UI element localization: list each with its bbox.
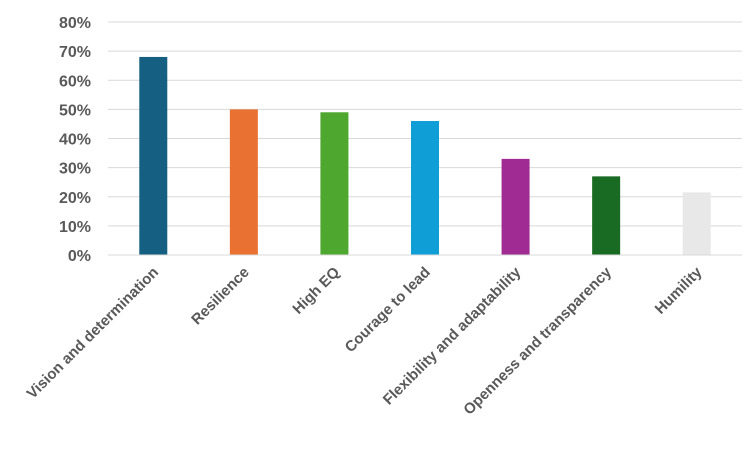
- x-category-label: Openness and transparency: [460, 263, 615, 418]
- y-tick-label: 60%: [59, 73, 91, 90]
- bar-flexibility-and-adaptability: [501, 158, 530, 255]
- x-category-label: Resilience: [188, 264, 253, 329]
- bar-openness-and-transparency: [592, 176, 621, 255]
- y-axis-tick-labels: 0% 10% 20% 30% 40% 50% 60% 70% 80%: [59, 15, 91, 265]
- y-tick-label: 30%: [59, 161, 91, 178]
- y-tick-label: 40%: [59, 132, 91, 149]
- x-axis-category-labels: Vision and determination Resilience High E…: [24, 263, 706, 418]
- bars: [139, 56, 711, 256]
- y-tick-label: 80%: [59, 15, 91, 32]
- bar-courage-to-lead: [411, 121, 439, 256]
- y-tick-label: 70%: [59, 44, 91, 61]
- x-category-label: High EQ: [289, 264, 343, 318]
- x-category-label: Vision and determination: [24, 264, 163, 403]
- y-tick-label: 50%: [59, 102, 91, 119]
- x-category-label: Courage to lead: [342, 264, 434, 356]
- x-category-label: Humility: [652, 263, 706, 317]
- y-tick-label: 20%: [59, 190, 91, 207]
- bar-resilience: [229, 109, 258, 255]
- bar-humility: [682, 192, 711, 255]
- y-tick-label: 0%: [68, 248, 91, 265]
- bar-vision-and-determination: [139, 56, 168, 256]
- bar-high-eq: [320, 112, 349, 255]
- y-tick-label: 10%: [59, 219, 91, 236]
